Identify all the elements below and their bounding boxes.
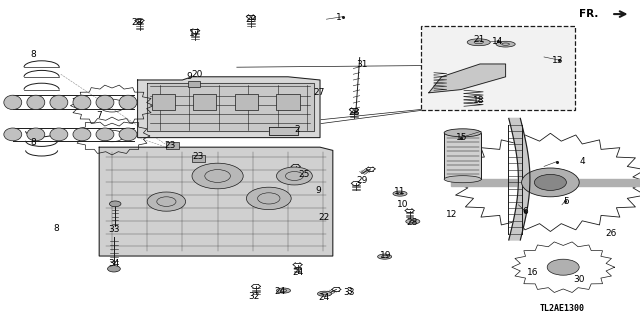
Text: 33: 33 [108, 225, 120, 234]
Ellipse shape [96, 128, 114, 141]
Text: 20: 20 [191, 70, 203, 79]
Text: 30: 30 [573, 276, 585, 284]
Bar [152, 94, 175, 110]
Ellipse shape [4, 128, 22, 141]
Ellipse shape [50, 128, 68, 141]
Text: 21: 21 [473, 35, 484, 44]
Circle shape [547, 259, 579, 275]
Ellipse shape [50, 95, 68, 109]
Text: 12: 12 [445, 210, 457, 219]
Polygon shape [509, 118, 530, 240]
Text: 33: 33 [344, 288, 355, 297]
Polygon shape [451, 179, 640, 186]
Text: 27: 27 [313, 88, 324, 97]
Polygon shape [429, 64, 506, 93]
Text: 28: 28 [406, 218, 418, 227]
Text: 4: 4 [580, 157, 585, 166]
Text: FR.: FR. [579, 9, 598, 20]
Text: 24: 24 [319, 293, 330, 302]
Circle shape [147, 192, 186, 211]
Ellipse shape [96, 95, 114, 109]
Text: 5: 5 [564, 197, 569, 206]
Ellipse shape [73, 128, 91, 141]
Ellipse shape [467, 39, 490, 46]
Bar [188, 81, 200, 87]
Bar [193, 94, 216, 110]
Text: 25: 25 [298, 170, 310, 179]
Text: 23: 23 [164, 141, 175, 150]
Bar [192, 155, 205, 162]
Text: 9: 9 [316, 186, 321, 195]
Text: 11: 11 [394, 188, 406, 196]
Polygon shape [269, 127, 298, 135]
Text: 14: 14 [492, 37, 504, 46]
Ellipse shape [4, 95, 22, 109]
Text: 29: 29 [356, 176, 367, 185]
Bar [166, 142, 179, 149]
Ellipse shape [406, 219, 420, 224]
Ellipse shape [317, 291, 332, 296]
Ellipse shape [393, 191, 407, 196]
Text: 32: 32 [248, 292, 260, 301]
Ellipse shape [119, 128, 137, 141]
Text: 28: 28 [131, 18, 143, 27]
Text: 31: 31 [356, 60, 368, 69]
Text: 6: 6 [522, 207, 527, 216]
Text: 34: 34 [108, 260, 120, 268]
Circle shape [108, 266, 120, 272]
Ellipse shape [27, 95, 45, 109]
Text: 17: 17 [189, 29, 200, 38]
Bar [444, 133, 481, 179]
Polygon shape [138, 77, 320, 138]
Ellipse shape [496, 41, 515, 47]
Text: 28: 28 [348, 108, 360, 116]
Text: 24: 24 [292, 268, 303, 277]
Bar [235, 94, 258, 110]
Text: 29: 29 [246, 15, 257, 24]
Text: TL2AE1300: TL2AE1300 [540, 304, 584, 313]
Circle shape [192, 163, 243, 189]
Text: 22: 22 [318, 213, 330, 222]
Text: 8: 8 [54, 224, 59, 233]
Polygon shape [99, 147, 333, 256]
Text: 13: 13 [552, 56, 564, 65]
Bar [421, 26, 575, 110]
Circle shape [522, 168, 579, 197]
Text: 10: 10 [397, 200, 409, 209]
Ellipse shape [378, 254, 392, 259]
Bar [276, 94, 300, 110]
Text: 19: 19 [380, 252, 392, 260]
Ellipse shape [27, 128, 45, 141]
Ellipse shape [444, 176, 481, 183]
Text: 24: 24 [275, 287, 286, 296]
Text: 15: 15 [456, 133, 467, 142]
Circle shape [109, 201, 121, 207]
Text: 18: 18 [473, 96, 484, 105]
Text: 1: 1 [337, 13, 342, 22]
Text: 16: 16 [527, 268, 538, 277]
Circle shape [246, 187, 291, 210]
Ellipse shape [444, 129, 481, 137]
Polygon shape [147, 83, 314, 131]
Text: 23: 23 [192, 152, 204, 161]
Ellipse shape [119, 95, 137, 109]
Text: 9: 9 [186, 72, 191, 81]
Circle shape [534, 174, 566, 190]
Text: 26: 26 [605, 229, 617, 238]
Text: 3: 3 [346, 287, 351, 296]
Ellipse shape [276, 288, 291, 293]
Circle shape [276, 167, 312, 185]
Text: 2: 2 [295, 125, 300, 134]
Ellipse shape [73, 95, 91, 109]
Text: 8: 8 [31, 50, 36, 59]
Text: 7: 7 [97, 111, 102, 120]
Text: 8: 8 [31, 138, 36, 147]
